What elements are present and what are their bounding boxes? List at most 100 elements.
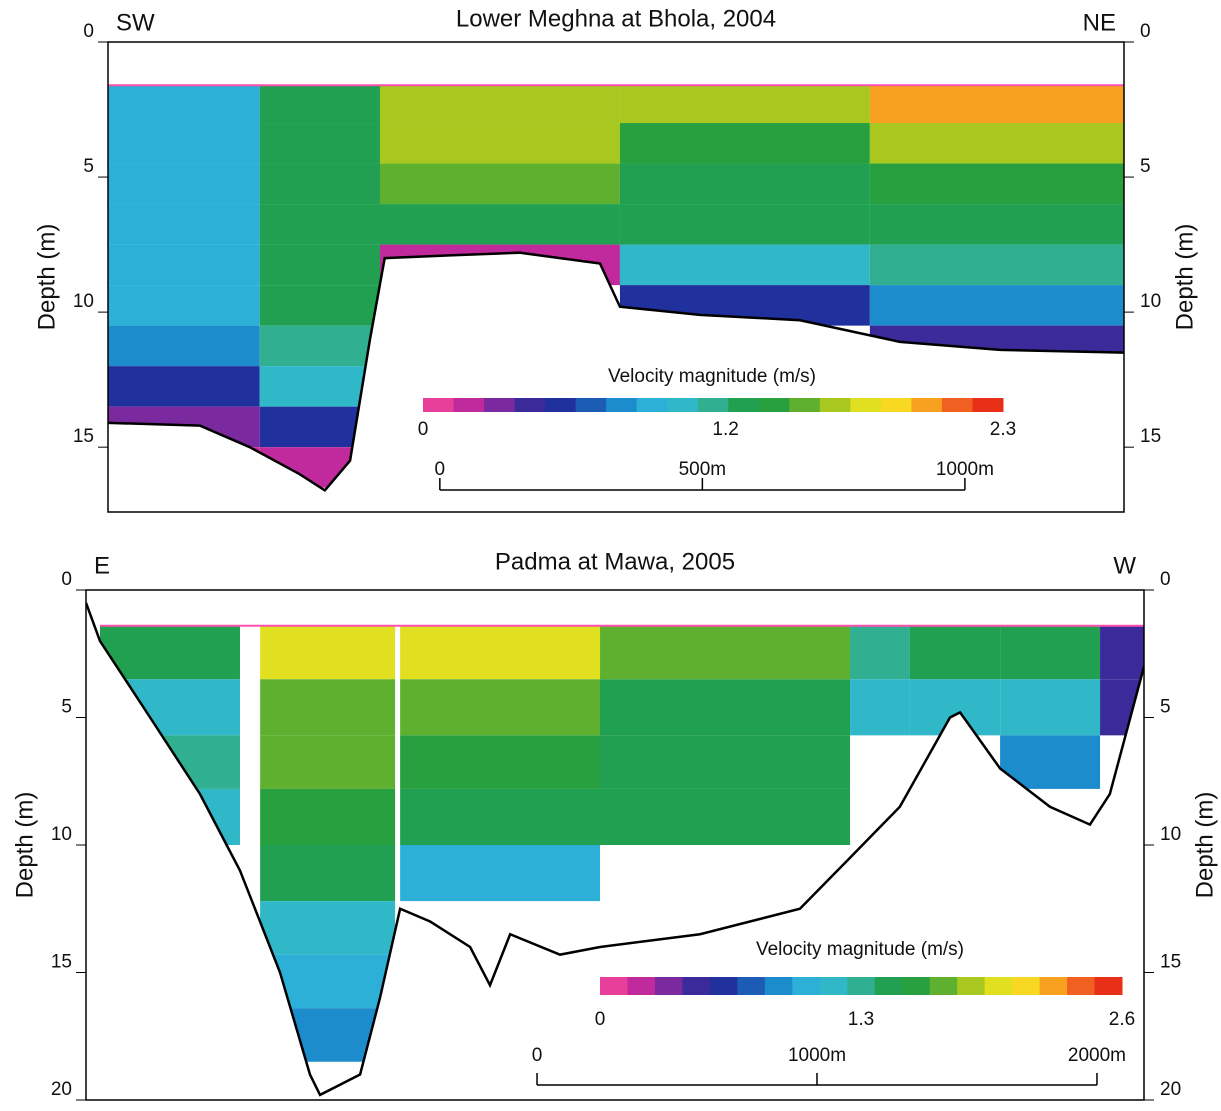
velocity-cell [260,679,396,736]
colorbar-tick-label: 1.2 [712,419,738,440]
velocity-cell [260,625,396,680]
colorbar-swatch [697,398,729,412]
velocity-cell [869,163,1124,205]
velocity-cell [99,625,240,680]
velocity-cell [260,901,396,955]
chart-title: Padma at Mawa, 2005 [495,548,735,575]
colorbar-tick-label: 2.3 [990,419,1016,440]
colorbar-swatch [709,977,738,995]
velocity-cell [259,244,380,286]
velocity-cell [379,123,620,164]
colorbar-swatch [902,977,931,995]
right-direction: NE [1083,9,1116,36]
colorbar-swatch [929,977,958,995]
y-tick-label: 15 [73,426,94,447]
bed-line [108,251,1124,493]
y-tick-label: 5 [61,697,72,718]
colorbar-swatch [850,398,882,412]
colorbar-swatch [847,977,876,995]
velocity-cell [108,85,260,124]
velocity-cell [600,625,851,680]
velocity-cell [1000,679,1101,736]
y2-tick-label: 5 [1140,156,1151,177]
left-direction: SW [116,9,155,36]
y-tick-label: 0 [61,569,72,590]
velocity-cell [619,204,870,245]
velocity-cell [108,366,260,407]
colorbar-swatch [819,977,848,995]
below-bed [108,252,1124,512]
y-axis-label: Depth (m) [33,224,60,331]
y2-tick-label: 0 [1140,21,1151,42]
velocity-cell [108,244,260,286]
y2-tick-label: 15 [1140,426,1161,447]
right-direction: W [1113,552,1136,579]
velocity-cell [869,244,1124,286]
scale-label: 1000m [936,459,994,480]
colorbar-tick-label: 1.3 [848,1009,874,1030]
y-tick-label: 5 [83,156,94,177]
colorbar-tick-label: 2.6 [1109,1009,1135,1030]
velocity-cell [260,845,396,902]
colorbar-swatch [654,977,683,995]
velocity-cell [108,325,260,367]
y-tick-label: 10 [51,824,72,845]
colorbar-swatch [600,977,628,995]
bed-line [86,602,1144,1097]
y-tick-label: 15 [51,952,72,973]
velocity-cell [400,679,601,736]
colorbar-swatch [1094,977,1123,995]
velocity-cell [259,163,380,205]
colorbar-swatch [758,398,790,412]
y2-tick-label: 15 [1160,952,1181,973]
colorbar-swatch [1039,977,1068,995]
velocity-cell [108,123,260,164]
velocity-cell [400,625,601,680]
colorbar-swatch [764,977,793,995]
scale-label: 2000m [1068,1045,1126,1066]
velocity-cell [619,163,870,205]
y-tick-label: 10 [73,291,94,312]
colorbar-swatch [453,398,485,412]
colorbar-swatch [728,398,760,412]
left-direction: E [94,552,110,579]
velocity-cell [600,679,851,736]
colorbar-swatch [514,398,546,412]
velocity-cell [108,163,260,205]
scale-label: 0 [435,459,446,480]
plot-area [86,602,1144,1100]
colorbar-swatch [545,398,577,412]
velocity-cell [108,285,260,326]
colorbar-swatch [606,398,638,412]
velocity-cell [259,85,380,124]
chart-title: Lower Meghna at Bhola, 2004 [456,5,776,32]
velocity-cell [850,625,910,680]
colorbar-swatch [484,398,516,412]
velocity-cell [600,735,851,789]
colorbar-tick-label: 0 [595,1009,606,1030]
velocity-cell [260,788,396,845]
colorbar-swatch [636,398,668,412]
velocity-cell [1100,625,1144,680]
velocity-cell [260,735,396,789]
velocity-cell [869,85,1124,124]
y2-tick-label: 5 [1160,697,1171,718]
colorbar-swatch [874,977,903,995]
velocity-cell [400,845,601,902]
velocity-cell [379,204,620,245]
colorbar-swatch [737,977,766,995]
velocity-cell [619,85,870,124]
velocity-cell [259,204,380,245]
velocity-cell [400,735,601,789]
velocity-cell [259,325,380,367]
velocity-cell [1000,625,1101,680]
colorbar-swatch [941,398,973,412]
velocity-cell [600,788,851,845]
y2-tick-label: 10 [1160,824,1181,845]
colorbar-tick-label: 0 [418,419,429,440]
colorbar-swatch [972,398,1004,412]
colorbar-swatch [1067,977,1096,995]
colorbar-swatch [880,398,912,412]
